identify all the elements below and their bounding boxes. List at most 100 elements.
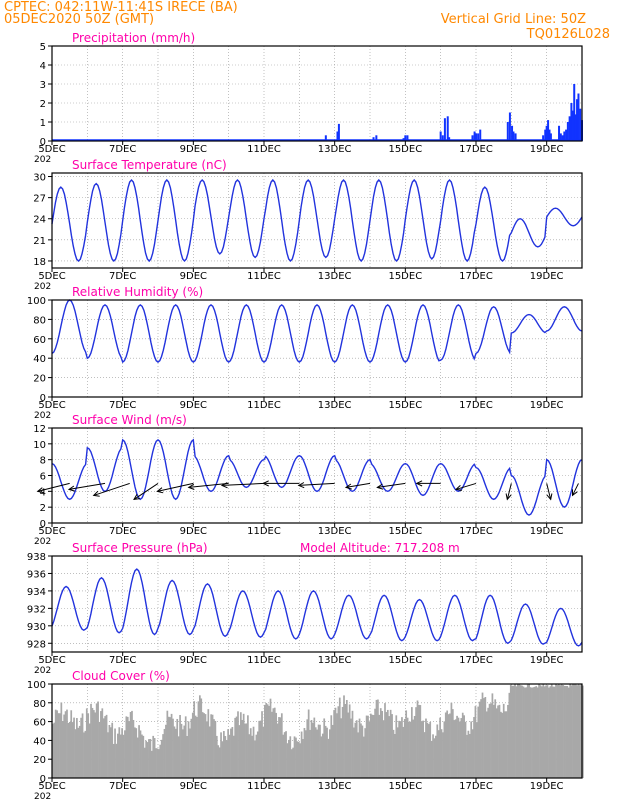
- cloud-bar: [206, 721, 208, 778]
- cloud-bar: [283, 732, 286, 778]
- x-tick-label: 17DEC: [459, 781, 493, 792]
- y-tick-label: 3: [40, 80, 46, 91]
- cloud-bar: [379, 708, 382, 778]
- y-tick-label: 8: [40, 456, 46, 467]
- cloud-bar: [304, 730, 307, 778]
- cloud-bar: [543, 686, 546, 778]
- cloud-bar: [535, 686, 538, 778]
- cloud-bar: [177, 736, 180, 778]
- y-tick-label: 930: [27, 622, 46, 633]
- cloud-bar: [288, 739, 290, 778]
- cloud-bar: [337, 706, 340, 778]
- cloud-bar: [549, 686, 552, 778]
- cloud-bar: [473, 717, 475, 778]
- cloud-bar: [265, 702, 268, 778]
- cloud-bar: [101, 708, 104, 778]
- cloud-bar: [57, 713, 60, 778]
- cloud-bar: [71, 722, 74, 778]
- y-tick-label: 80: [33, 315, 46, 326]
- cloud-bar: [560, 684, 563, 778]
- cloud-bar: [371, 714, 374, 778]
- cloud-bar: [214, 720, 217, 778]
- cloud-bar: [490, 703, 492, 778]
- precip-bar: [579, 108, 582, 141]
- y-tick-label: 5: [40, 42, 46, 53]
- cloud-bar: [162, 734, 164, 778]
- cloud-bar: [145, 740, 147, 778]
- y-tick-label: 0: [40, 137, 46, 148]
- cloud-bar: [261, 711, 263, 778]
- cloud-bar: [64, 711, 67, 778]
- cloud-bar: [80, 717, 82, 778]
- cloud-bar: [95, 703, 98, 778]
- cloud-bar: [569, 684, 571, 778]
- cloud-bar: [107, 732, 109, 778]
- cloud-bar: [432, 734, 434, 778]
- cloud-bar: [303, 727, 306, 778]
- cloud-bar: [167, 716, 170, 778]
- cloud-bar: [310, 720, 313, 778]
- cloud-bar: [124, 730, 126, 778]
- cloud-bar: [336, 713, 338, 778]
- cloud-bar: [362, 736, 365, 778]
- cloud-bar: [111, 722, 114, 778]
- cloud-bar: [439, 717, 441, 778]
- cloud-bar: [553, 686, 556, 778]
- cloud-bar: [258, 720, 261, 778]
- cloud-bar: [574, 684, 577, 778]
- cloud-bar: [348, 704, 351, 778]
- model-altitude-label: Model Altitude: 717.208 m: [300, 541, 460, 555]
- cloud-bar: [556, 684, 559, 778]
- x-tick-label: 7DEC: [109, 526, 136, 537]
- wind-vector: [37, 482, 70, 492]
- y-tick-label: 2: [40, 503, 46, 514]
- x-tick-label: 5DEC: [38, 400, 65, 411]
- cloud-bar: [377, 699, 379, 778]
- cloud-bar: [182, 729, 184, 778]
- cloud-bar: [497, 705, 499, 778]
- precip-bar: [372, 137, 375, 141]
- cloud-bar: [129, 711, 132, 778]
- cloud-bar: [572, 684, 574, 778]
- x-tick-label: 9DEC: [180, 781, 207, 792]
- cloud-bar: [485, 711, 488, 778]
- cloud-bar: [422, 720, 425, 778]
- precip-bar: [548, 129, 551, 141]
- cloud-bar: [324, 725, 327, 778]
- cloud-bar: [77, 727, 80, 778]
- cloud-bar: [159, 744, 162, 778]
- cloud-bar: [203, 713, 205, 778]
- precip-bar: [544, 129, 547, 141]
- cloud-bar: [430, 740, 433, 778]
- series-line: [51, 178, 583, 263]
- cloud-bar: [466, 734, 468, 778]
- cloud-bar: [384, 703, 386, 778]
- cloud-bar: [302, 739, 304, 778]
- x-tick-label: 7DEC: [109, 655, 136, 666]
- cloud-bar: [454, 719, 457, 778]
- precip-bar: [406, 135, 409, 141]
- y-tick-label: 2: [40, 99, 46, 110]
- cloud-bar: [522, 686, 525, 778]
- cloud-bar: [282, 734, 285, 778]
- wind-arrowhead: [92, 490, 100, 497]
- wind-arrowhead: [187, 483, 195, 490]
- cloud-bar: [566, 685, 569, 778]
- cloud-bar: [254, 740, 256, 778]
- y-tick-label: 0: [40, 519, 46, 530]
- year-fragment: 202: [34, 666, 51, 676]
- panel-frame: [51, 427, 583, 524]
- precip-bar: [574, 114, 577, 141]
- x-tick-label: 13DEC: [318, 526, 352, 537]
- cloud-bar: [467, 730, 470, 778]
- cloud-bar: [330, 715, 333, 778]
- cloud-bar: [299, 743, 302, 778]
- cloud-bar: [579, 685, 581, 778]
- cloud-bar: [180, 723, 183, 778]
- y-tick-label: 100: [27, 296, 46, 307]
- cloud-bar: [239, 712, 242, 778]
- cloud-bar: [52, 723, 54, 778]
- cloud-bar: [276, 723, 279, 778]
- cloud-bar: [227, 729, 229, 778]
- cloud-bar: [420, 721, 423, 778]
